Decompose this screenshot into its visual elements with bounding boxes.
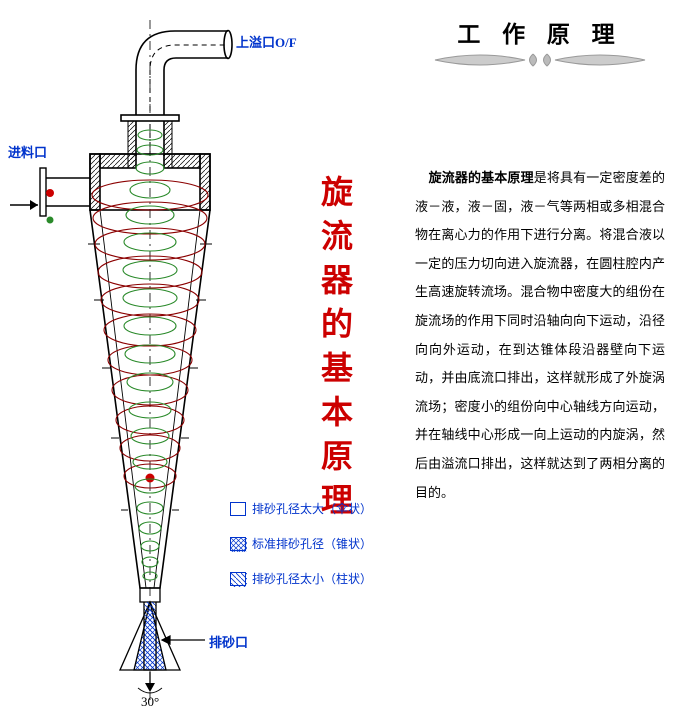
legend-row-3: 排砂孔径太小（柱状） [230, 570, 372, 587]
overflow-label: 上溢口O/F [236, 32, 297, 51]
legend-swatch-diag [230, 572, 246, 586]
legend-text-3: 排砂孔径太小（柱状） [252, 570, 372, 587]
article-text: 是将具有一定密度差的液－液，液－固，液－气等两相或多相混合物在离心力的作用下进行… [415, 170, 665, 500]
vertical-title: 旋流器的基本原理 [312, 175, 358, 527]
legend-row-2: 标准排砂孔径（锥状） [230, 535, 372, 552]
article-body: 旋流器的基本原理是将具有一定密度差的液－液，液－固，液－气等两相或多相混合物在离… [415, 164, 665, 507]
article-pane: 工 作 原 理 旋流器的基本原理是将具有一定密度差的液－液，液－固，液－气等两相… [415, 15, 665, 507]
underflow-label: 排砂口 [209, 632, 248, 651]
legend-text-2: 标准排砂孔径（锥状） [252, 535, 372, 552]
article-title: 工 作 原 理 [415, 15, 665, 49]
inner-swirl [123, 130, 177, 580]
article-lead: 旋流器的基本原理 [429, 170, 534, 185]
cyclone-diagram: 上溢口O/F 进料口 排砂口 30° 旋流器的基本原理 排砂孔径太大（伞状） 标… [0, 0, 400, 712]
legend-row-1: 排砂孔径太大（伞状） [230, 500, 372, 517]
feed-port [10, 168, 90, 224]
angle-label: 30° [141, 694, 159, 710]
legend-swatch-crosshatch [230, 537, 246, 551]
legend-text-1: 排砂孔径太大（伞状） [252, 500, 372, 517]
title-ornament [425, 51, 655, 69]
legend-swatch-empty [230, 502, 246, 516]
feed-label: 进料口 [8, 142, 47, 161]
